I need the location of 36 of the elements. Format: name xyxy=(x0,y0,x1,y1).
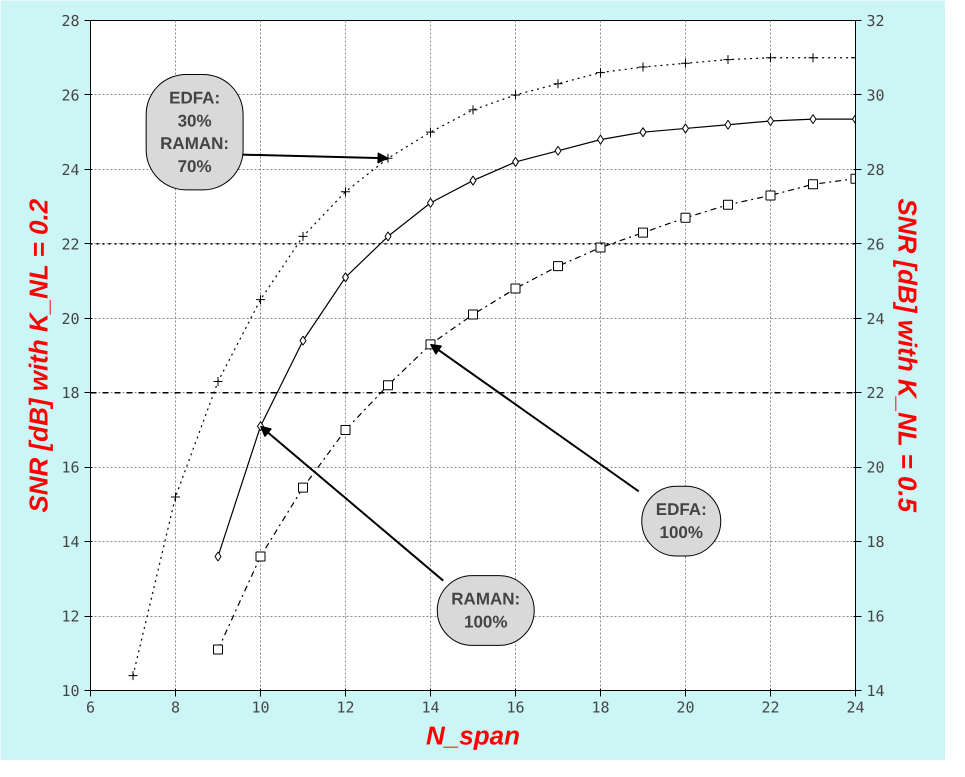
x-axis-title: N_span xyxy=(426,720,520,750)
y2-tick-label: 32 xyxy=(866,12,885,30)
x-tick-label: 14 xyxy=(421,698,440,716)
y-tick-label: 16 xyxy=(61,458,80,477)
y-tick-label: 12 xyxy=(61,608,80,626)
y2-tick-label: 16 xyxy=(866,608,885,626)
y2-tick-label: 20 xyxy=(866,458,885,477)
annotation: EDFA: 30% RAMAN: 70% xyxy=(160,88,230,176)
y-tick-label: 24 xyxy=(61,160,80,179)
y-tick-label: 28 xyxy=(61,12,80,30)
y2-axis-title: SNR [dB] with K_NL = 0.5 xyxy=(892,198,923,513)
x-tick-label: 18 xyxy=(591,698,610,716)
y2-tick-label: 24 xyxy=(866,310,885,328)
y2-tick-label: 26 xyxy=(866,235,885,254)
y2-tick-label: 30 xyxy=(866,86,885,104)
x-tick-label: 20 xyxy=(676,698,695,716)
x-tick-label: 10 xyxy=(251,698,270,716)
y2-tick-label: 18 xyxy=(866,533,885,552)
x-tick-label: 22 xyxy=(761,698,780,716)
x-tick-label: 24 xyxy=(846,698,865,716)
y2-tick-label: 14 xyxy=(866,682,885,700)
annotation: EDFA: 100% xyxy=(656,500,707,542)
y-tick-label: 10 xyxy=(61,682,80,700)
y2-tick-label: 22 xyxy=(866,384,885,402)
y-tick-label: 26 xyxy=(61,86,80,104)
y-tick-label: 22 xyxy=(61,235,80,254)
y2-tick-label: 28 xyxy=(866,160,885,179)
x-tick-label: 8 xyxy=(170,698,180,716)
y-tick-label: 20 xyxy=(61,310,80,328)
annotation: RAMAN: 100% xyxy=(451,590,520,632)
x-tick-label: 16 xyxy=(506,698,525,716)
y-tick-label: 18 xyxy=(61,384,80,402)
y-axis-title: SNR [dB] with K_NL = 0.2 xyxy=(23,198,54,513)
x-tick-label: 12 xyxy=(336,698,355,716)
y-tick-label: 14 xyxy=(61,533,80,552)
x-tick-label: 6 xyxy=(86,698,96,716)
